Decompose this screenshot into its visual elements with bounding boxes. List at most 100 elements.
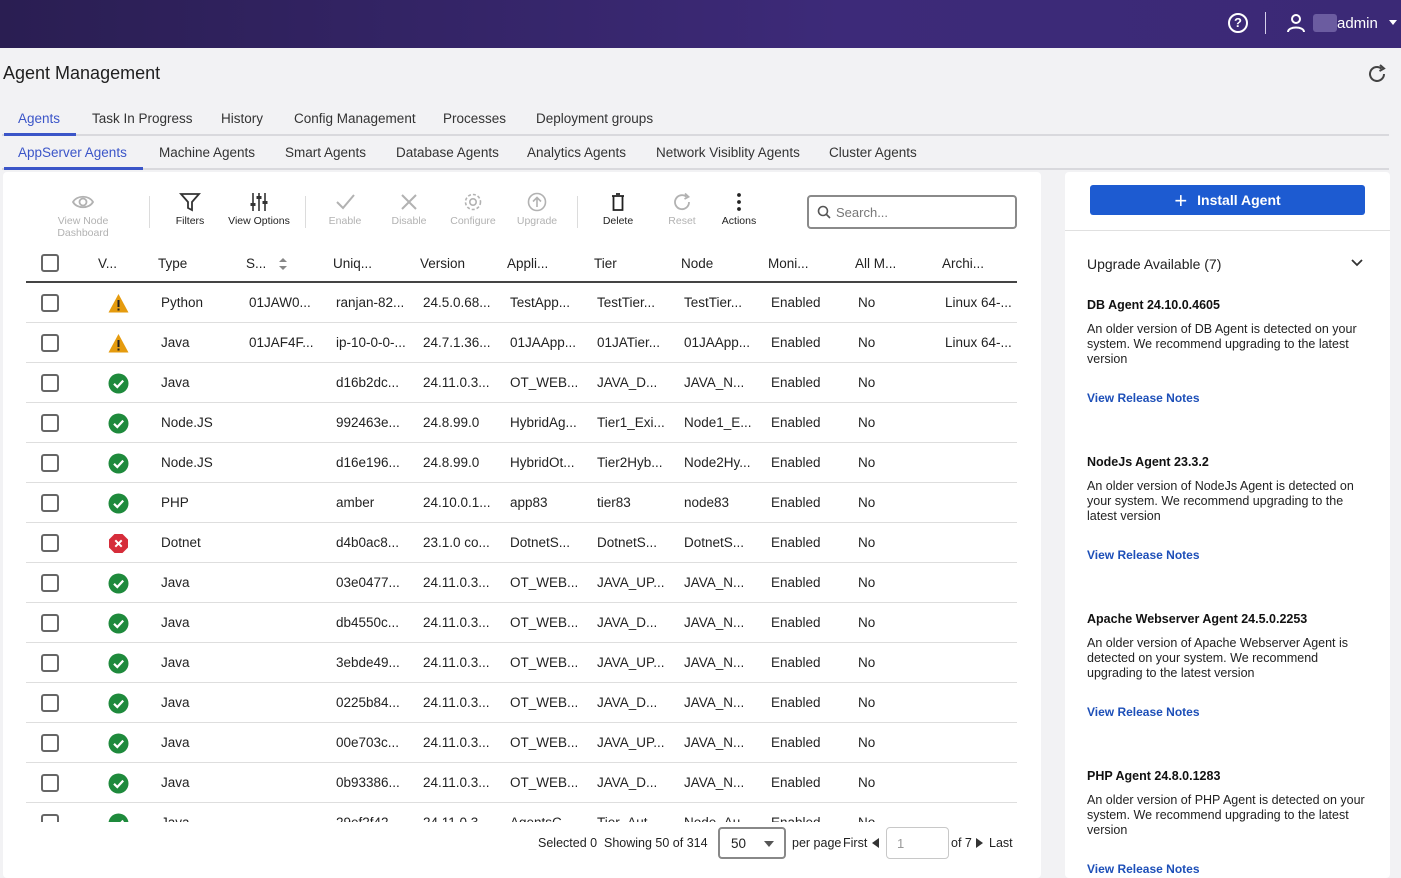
table-row[interactable]: Node.JS 992463e... 24.8.99.0 HybridAg... Tie… (26, 403, 1017, 443)
next-page-icon[interactable] (976, 838, 983, 848)
row-checkbox[interactable] (41, 334, 59, 352)
row-checkbox[interactable] (41, 814, 59, 822)
tab-task-in-progress[interactable]: Task In Progress (92, 111, 193, 126)
row-checkbox[interactable] (41, 614, 59, 632)
column-header-v[interactable]: V... (98, 256, 118, 271)
row-checkbox[interactable] (41, 414, 59, 432)
column-header-version[interactable]: Version (420, 256, 466, 271)
row-checkbox[interactable] (41, 734, 59, 752)
user-icon[interactable] (1286, 13, 1306, 33)
filters-label: Filters (175, 215, 205, 227)
cell-tier: JAVA_D... (597, 615, 658, 630)
view-node-dashboard-button[interactable]: View Node Dashboard (33, 192, 133, 239)
delete-button[interactable]: Delete (598, 192, 638, 227)
last-page-link[interactable]: Last (989, 836, 1013, 850)
cell-monitoring: Enabled (771, 455, 821, 470)
per-page-select[interactable]: 50 (718, 827, 786, 859)
tab-history[interactable]: History (221, 111, 264, 126)
cell-monitoring: Enabled (771, 495, 821, 510)
column-header-s[interactable]: S... (246, 256, 267, 271)
table-row[interactable]: Java 03e0477... 24.11.0.3... OT_WEB... JAVA_… (26, 563, 1017, 603)
cell-type: Node.JS (161, 455, 213, 470)
user-menu-caret-icon[interactable] (1389, 20, 1397, 25)
table-row[interactable]: Java db4550c... 24.11.0.3... OT_WEB... JAVA_… (26, 603, 1017, 643)
subtab-database-agents[interactable]: Database Agents (396, 145, 499, 160)
view-release-notes-link[interactable]: View Release Notes (1087, 391, 1200, 405)
view-options-button[interactable]: View Options (227, 192, 291, 227)
table-row[interactable]: Java 01JAF4F... ip-10-0-0-... 24.7.1.36... 0… (26, 323, 1017, 363)
install-agent-button[interactable]: + Install Agent (1090, 185, 1365, 215)
first-page-link[interactable]: First (843, 836, 868, 850)
actions-button[interactable]: Actions (718, 192, 760, 227)
column-header-type[interactable]: Type (158, 256, 188, 271)
filters-button[interactable]: Filters (170, 192, 210, 227)
cell-type: Python (161, 295, 204, 310)
cell-node: JAVA_N... (684, 655, 745, 670)
cell-monitoring: Enabled (771, 815, 821, 822)
upgrade-button[interactable]: Upgrade (515, 192, 559, 227)
plus-icon: + (1174, 188, 1188, 213)
column-header-all-monitoring[interactable]: All M... (855, 256, 897, 271)
check-circle-icon (108, 413, 129, 434)
subtab-machine-agents[interactable]: Machine Agents (159, 145, 256, 160)
table-row[interactable]: Python 01JAW0... ranjan-82... 24.5.0.68... T… (26, 283, 1017, 323)
enable-button[interactable]: Enable (325, 192, 365, 227)
table-row[interactable]: Java 00e703c... 24.11.0.3... OT_WEB... JAVA_… (26, 723, 1017, 763)
chevron-down-icon[interactable] (1350, 258, 1364, 268)
table-row[interactable]: Java 0225b84... 24.11.0.3... OT_WEB... JAVA_… (26, 683, 1017, 723)
tab-agents[interactable]: Agents (18, 111, 61, 126)
tab-deployment-groups[interactable]: Deployment groups (536, 111, 654, 126)
row-checkbox[interactable] (41, 774, 59, 792)
tab-config-management[interactable]: Config Management (294, 111, 416, 126)
search-box[interactable] (807, 195, 1017, 229)
subtab-smart-agents[interactable]: Smart Agents (285, 145, 367, 160)
table-row[interactable]: Java 0b93386... 24.11.0.3... OT_WEB... JAVA_… (26, 763, 1017, 803)
disable-button[interactable]: Disable (389, 192, 429, 227)
subtab-analytics-agents[interactable]: Analytics Agents (527, 145, 627, 160)
row-checkbox[interactable] (41, 374, 59, 392)
row-checkbox[interactable] (41, 454, 59, 472)
row-checkbox[interactable] (41, 534, 59, 552)
subtab-network-visibility-agents[interactable]: Network Visiblity Agents (656, 145, 800, 160)
search-input[interactable] (836, 203, 1006, 221)
upgrade-available-title[interactable]: Upgrade Available (7) (1087, 256, 1222, 272)
refresh-icon[interactable] (1366, 63, 1388, 85)
cell-all-monitoring: No (858, 815, 875, 822)
active-subtab-indicator (4, 167, 143, 170)
page-number-input[interactable]: 1 (886, 827, 949, 859)
select-all-checkbox[interactable] (41, 254, 59, 272)
user-name[interactable]: admin (1337, 15, 1378, 32)
column-header-application[interactable]: Appli... (507, 256, 549, 271)
check-icon (336, 194, 355, 210)
cell-unique-id: db4550c... (336, 615, 400, 630)
row-checkbox[interactable] (41, 294, 59, 312)
subtab-cluster-agents[interactable]: Cluster Agents (829, 145, 917, 160)
tab-processes[interactable]: Processes (443, 111, 507, 126)
table-row[interactable]: Java d16b2dc... 24.11.0.3... OT_WEB... JAVA_… (26, 363, 1017, 403)
reset-button[interactable]: Reset (662, 192, 702, 227)
column-header-monitoring[interactable]: Moni... (768, 256, 809, 271)
view-release-notes-link[interactable]: View Release Notes (1087, 705, 1200, 719)
table-row[interactable]: Dotnet d4b0ac8... 23.1.0 co... DotnetS... Do… (26, 523, 1017, 563)
row-checkbox[interactable] (41, 654, 59, 672)
table-row[interactable]: Node.JS d16e196... 24.8.99.0 HybridOt... Tie… (26, 443, 1017, 483)
check-circle-icon (108, 573, 129, 594)
row-checkbox[interactable] (41, 494, 59, 512)
help-icon[interactable]: ? (1228, 13, 1248, 33)
configure-button[interactable]: Configure (450, 192, 496, 227)
sort-icon[interactable] (278, 257, 288, 271)
column-header-node[interactable]: Node (681, 256, 714, 271)
subtab-appserver-agents[interactable]: AppServer Agents (18, 145, 127, 160)
column-header-uniq[interactable]: Uniq... (333, 256, 373, 271)
row-checkbox[interactable] (41, 694, 59, 712)
column-header-tier[interactable]: Tier (594, 256, 617, 271)
view-release-notes-link[interactable]: View Release Notes (1087, 548, 1200, 562)
view-release-notes-link[interactable]: View Release Notes (1087, 862, 1200, 876)
table-row[interactable]: PHP amber 24.10.0.1... app83 tier83 node83 Ena… (26, 483, 1017, 523)
table-row[interactable]: Java 3ebde49... 24.11.0.3... OT_WEB... JAVA_… (26, 643, 1017, 683)
column-header-architecture[interactable]: Archi... (942, 256, 985, 271)
row-checkbox[interactable] (41, 574, 59, 592)
cell-application: OT_WEB... (510, 775, 579, 790)
previous-page-icon[interactable] (872, 838, 879, 848)
